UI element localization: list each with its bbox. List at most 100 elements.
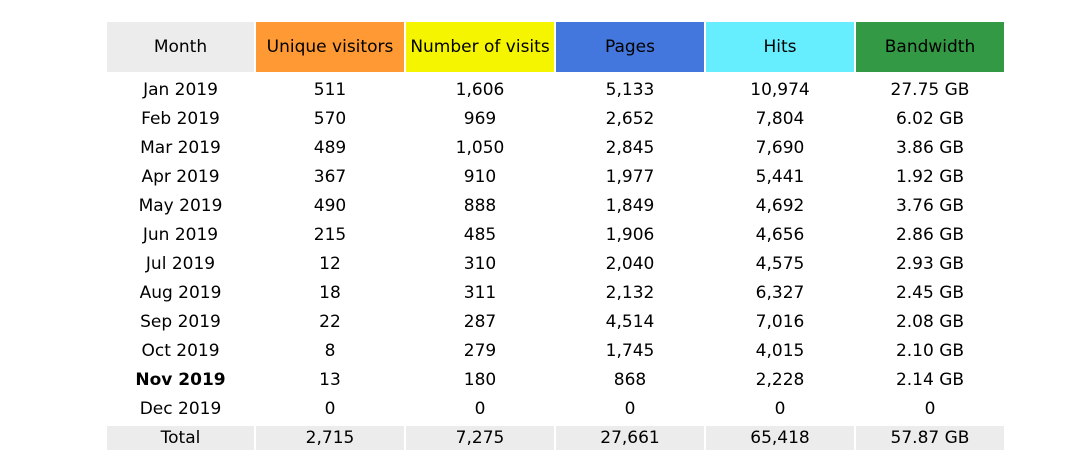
cell-hits: 5,441 (755, 166, 805, 187)
cell-hits: 7,016 (755, 311, 805, 332)
cell-pages: 1,745 (605, 340, 655, 361)
cell-pages: 868 (613, 369, 647, 390)
cell-unique-visitors: 511 (313, 79, 347, 100)
cell-unique-visitors: 13 (319, 369, 341, 390)
cell-number-of-visits: 287 (463, 311, 497, 332)
cell-bandwidth: 2.10 GB (895, 340, 965, 361)
cell-unique-visitors: 570 (313, 108, 347, 129)
cell-bandwidth: 1.92 GB (895, 166, 965, 187)
cell-number-of-visits: 1,050 (455, 137, 505, 158)
cell-bandwidth: 0 (924, 398, 936, 419)
cell-number-of-visits: 0 (474, 398, 486, 419)
cell-unique-visitors: 12 (319, 253, 341, 274)
cell-bandwidth: 6.02 GB (895, 108, 965, 129)
table-row: Mar 2019 489 1,050 2,845 7,690 3.86 GB (107, 133, 1004, 162)
table-row: Apr 2019 367 910 1,977 5,441 1.92 GB (107, 162, 1004, 191)
cell-hits: 2,228 (755, 369, 805, 390)
cell-month: Mar 2019 (140, 137, 221, 158)
cell-hits: 7,690 (755, 137, 805, 158)
cell-bandwidth: 3.76 GB (895, 195, 965, 216)
header-bandwidth: Bandwidth (856, 22, 1004, 72)
cell-unique-visitors: 0 (324, 398, 336, 419)
table-row: Jan 2019 511 1,606 5,133 10,974 27.75 GB (107, 72, 1004, 104)
table-row: Oct 2019 8 279 1,745 4,015 2.10 GB (107, 336, 1004, 365)
cell-bandwidth: 2.93 GB (895, 253, 965, 274)
header-number-of-visits: Number of visits (406, 22, 554, 72)
cell-number-of-visits: 910 (463, 166, 497, 187)
table-row: Sep 2019 22 287 4,514 7,016 2.08 GB (107, 307, 1004, 336)
cell-month: Jun 2019 (142, 224, 219, 245)
table-row: Feb 2019 570 969 2,652 7,804 6.02 GB (107, 104, 1004, 133)
cell-bandwidth: 2.14 GB (895, 369, 965, 390)
total-hits: 65,418 (706, 426, 854, 450)
cell-hits: 4,015 (755, 340, 805, 361)
cell-bandwidth: 2.45 GB (895, 282, 965, 303)
cell-month: Nov 2019 (135, 369, 226, 390)
cell-hits: 4,692 (755, 195, 805, 216)
cell-pages: 4,514 (605, 311, 655, 332)
table-row: May 2019 490 888 1,849 4,692 3.76 GB (107, 191, 1004, 220)
cell-unique-visitors: 490 (313, 195, 347, 216)
cell-month: Dec 2019 (139, 398, 222, 419)
total-unique-visitors: 2,715 (256, 426, 404, 450)
monthly-history-table: Month Unique visitors Number of visits P… (105, 22, 1006, 450)
cell-month: Apr 2019 (141, 166, 220, 187)
cell-bandwidth: 3.86 GB (895, 137, 965, 158)
total-label: Total (107, 426, 254, 450)
cell-month: Aug 2019 (139, 282, 222, 303)
cell-pages: 1,849 (605, 195, 655, 216)
cell-unique-visitors: 8 (324, 340, 336, 361)
cell-pages: 2,652 (605, 108, 655, 129)
cell-pages: 1,906 (605, 224, 655, 245)
cell-month: Jul 2019 (145, 253, 216, 274)
header-unique-visitors: Unique visitors (256, 22, 404, 72)
cell-pages: 5,133 (605, 79, 655, 100)
table-row: Jun 2019 215 485 1,906 4,656 2.86 GB (107, 220, 1004, 249)
cell-unique-visitors: 215 (313, 224, 347, 245)
cell-pages: 2,040 (605, 253, 655, 274)
cell-hits: 4,656 (755, 224, 805, 245)
cell-month: Jan 2019 (143, 79, 218, 100)
table-row: Jul 2019 12 310 2,040 4,575 2.93 GB (107, 249, 1004, 278)
cell-number-of-visits: 1,606 (455, 79, 505, 100)
header-row: Month Unique visitors Number of visits P… (107, 22, 1004, 72)
cell-hits: 7,804 (755, 108, 805, 129)
header-pages: Pages (556, 22, 704, 72)
header-month: Month (107, 22, 254, 72)
cell-number-of-visits: 279 (463, 340, 497, 361)
cell-hits: 4,575 (755, 253, 805, 274)
cell-pages: 0 (624, 398, 636, 419)
cell-hits: 0 (774, 398, 786, 419)
cell-unique-visitors: 18 (319, 282, 341, 303)
cell-hits: 6,327 (755, 282, 805, 303)
cell-number-of-visits: 485 (463, 224, 497, 245)
cell-pages: 2,132 (605, 282, 655, 303)
header-hits: Hits (706, 22, 854, 72)
table-row: Aug 2019 18 311 2,132 6,327 2.45 GB (107, 278, 1004, 307)
cell-number-of-visits: 969 (463, 108, 497, 129)
cell-unique-visitors: 22 (319, 311, 341, 332)
cell-month: Oct 2019 (141, 340, 220, 361)
table-body: Jan 2019 511 1,606 5,133 10,974 27.75 GB Feb 2… (107, 72, 1004, 423)
cell-hits: 10,974 (750, 79, 810, 100)
cell-pages: 2,845 (605, 137, 655, 158)
cell-pages: 1,977 (605, 166, 655, 187)
cell-number-of-visits: 888 (463, 195, 497, 216)
total-pages: 27,661 (556, 426, 704, 450)
cell-bandwidth: 2.08 GB (895, 311, 965, 332)
cell-unique-visitors: 489 (313, 137, 347, 158)
cell-unique-visitors: 367 (313, 166, 347, 187)
table-row: Nov 2019 13 180 868 2,228 2.14 GB (107, 365, 1004, 394)
total-number-of-visits: 7,275 (406, 426, 554, 450)
cell-bandwidth: 2.86 GB (895, 224, 965, 245)
cell-month: Feb 2019 (141, 108, 220, 129)
cell-month: Sep 2019 (140, 311, 221, 332)
cell-month: May 2019 (138, 195, 223, 216)
cell-bandwidth: 27.75 GB (890, 79, 970, 100)
total-row: Total 2,715 7,275 27,661 65,418 57.87 GB (107, 426, 1004, 450)
total-bandwidth: 57.87 GB (856, 426, 1004, 450)
cell-number-of-visits: 311 (463, 282, 497, 303)
cell-number-of-visits: 180 (463, 369, 497, 390)
cell-number-of-visits: 310 (463, 253, 497, 274)
table-row: Dec 2019 0 0 0 0 0 (107, 394, 1004, 423)
